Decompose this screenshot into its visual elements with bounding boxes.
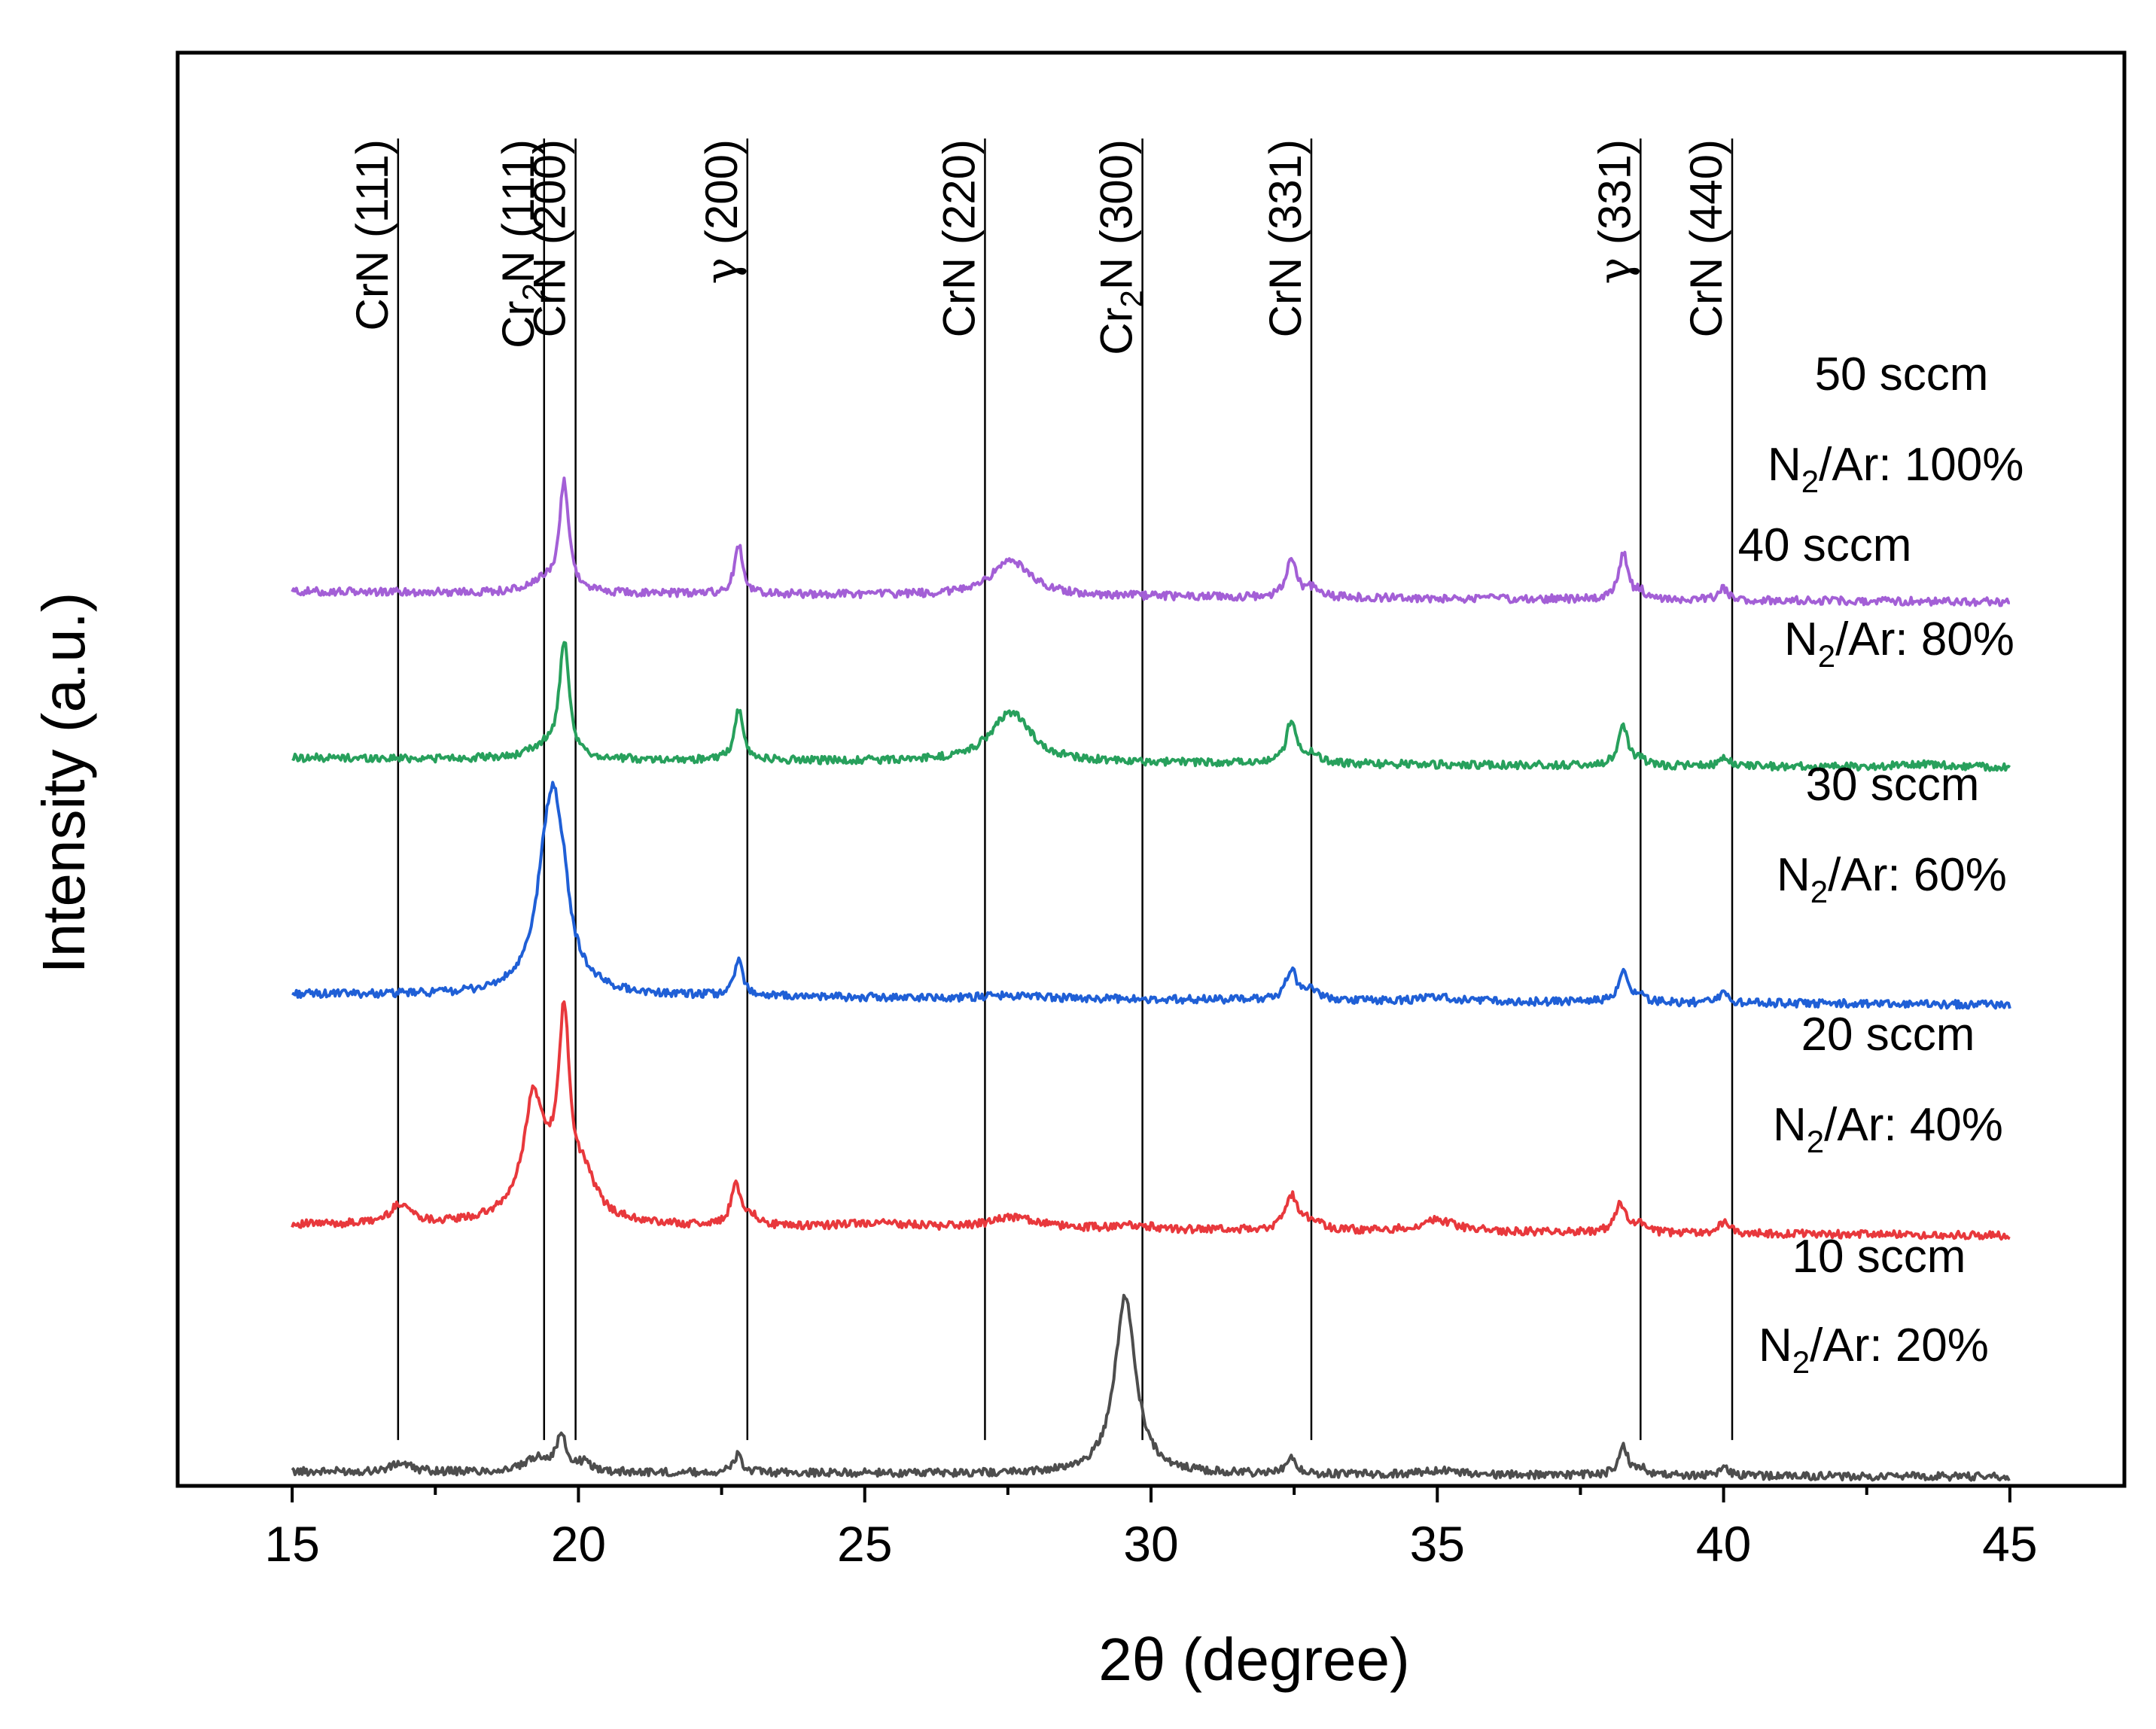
series-ratio-label: N2/Ar: 60%	[1777, 849, 2007, 909]
reference-line-label: CrN (111)	[347, 139, 397, 330]
reference-line-label: γ (200)	[696, 139, 748, 285]
series-line-30-sccm	[291, 781, 2011, 1010]
reference-line-label: CrN (200)	[525, 139, 575, 337]
reference-line-label: CrN (331)	[1260, 139, 1311, 337]
series-ratio-label: N2/Ar: 80%	[1784, 613, 2014, 674]
x-tick-label: 20	[551, 1516, 606, 1572]
series-lines	[291, 476, 2011, 1482]
series-flow-label: 40 sccm	[1738, 519, 1912, 571]
reference-line-label: CrN (220)	[933, 139, 984, 337]
series-ratio-label: N2/Ar: 20%	[1759, 1320, 1989, 1380]
y-axis-title: Intensity (a.u.)	[30, 592, 97, 974]
x-tick-label: 30	[1123, 1516, 1178, 1572]
series-flow-label: 10 sccm	[1792, 1231, 1966, 1283]
series-flow-label: 20 sccm	[1801, 1009, 1975, 1061]
reference-line-label: γ (331)	[1588, 139, 1641, 285]
x-axis-ticks: 15 20 25 30 35 40 45	[264, 1486, 2038, 1572]
series-ratio-label: N2/Ar: 40%	[1773, 1099, 2003, 1159]
x-tick-label: 40	[1696, 1516, 1751, 1572]
series-flow-label: 30 sccm	[1806, 759, 1980, 811]
series-line-40-sccm	[291, 641, 2011, 772]
x-tick-label: 45	[1982, 1516, 2037, 1572]
series-line-50-sccm	[291, 476, 2011, 607]
series-flow-label: 50 sccm	[1815, 349, 1989, 400]
series-labels: 10 sccm N2/Ar: 20% 20 sccm N2/Ar: 40% 30 scc…	[1738, 349, 2024, 1380]
reference-lines	[397, 139, 1734, 1441]
x-tick-label: 35	[1410, 1516, 1465, 1572]
x-tick-label: 25	[837, 1516, 892, 1572]
x-axis-title: 2θ (degree)	[1098, 1626, 1410, 1693]
reference-line-label: CrN (440)	[1681, 139, 1731, 337]
series-line-10-sccm	[291, 1293, 2011, 1482]
x-tick-label: 15	[264, 1516, 319, 1572]
series-line-20-sccm	[291, 1000, 2011, 1241]
reference-line-label: Cr2N (300)	[1092, 139, 1150, 355]
series-ratio-label: N2/Ar: 100%	[1768, 439, 2024, 499]
reference-labels: CrN (111) Cr2N (111)CrN (200) γ (200) CrN (…	[347, 139, 1731, 355]
reference-line-label: Cr2N (111)	[493, 139, 551, 349]
